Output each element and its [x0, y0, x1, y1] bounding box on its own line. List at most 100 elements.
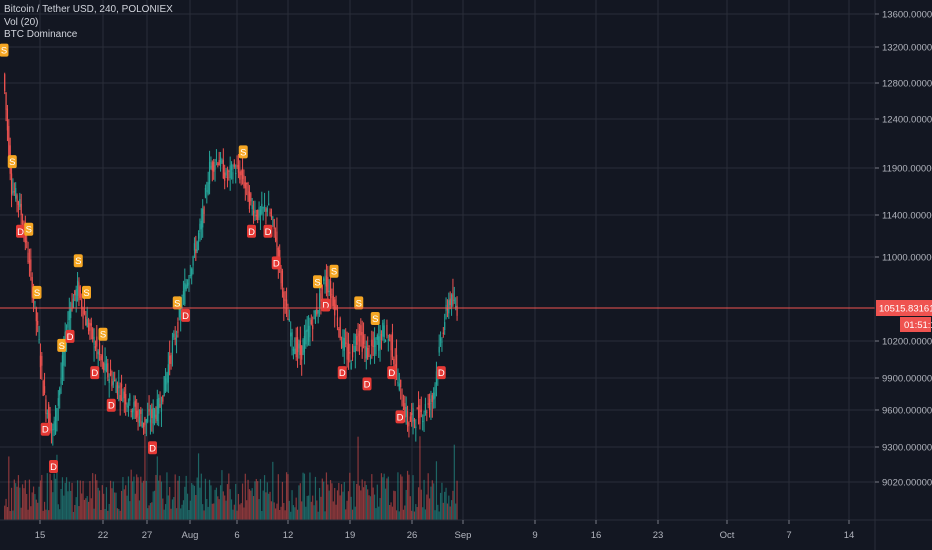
signal-s-marker: S: [313, 275, 322, 289]
volume-bar: [79, 480, 81, 520]
candle-body: [441, 341, 443, 343]
volume-bar: [395, 510, 398, 520]
volume-bar: [208, 479, 211, 520]
price-tick-label: 9600.00000000: [882, 406, 932, 417]
volume-bar: [338, 482, 340, 520]
volume-bar: [181, 504, 183, 520]
price-tick-label: 13600.00000000: [882, 10, 932, 21]
signal-d-marker: D: [271, 256, 281, 270]
volume-bar: [235, 483, 237, 520]
volume-bar: [364, 481, 366, 520]
candle-body: [31, 277, 33, 298]
volume-bar: [189, 500, 191, 520]
volume-bar: [129, 501, 131, 520]
volume-bar: [123, 489, 125, 520]
legend-symbol[interactable]: Bitcoin / Tether USD, 240, POLONIEX: [4, 4, 173, 15]
volume-bar: [298, 485, 300, 520]
candle-body: [237, 164, 240, 173]
candle-body: [153, 409, 156, 418]
candle-body: [111, 378, 113, 387]
volume-bar: [101, 485, 103, 520]
volume-bar: [321, 478, 323, 520]
volume-bar: [291, 490, 293, 520]
candle-body: [164, 378, 167, 392]
candle-body: [222, 159, 224, 179]
legend-volume[interactable]: Vol (20): [4, 16, 39, 28]
candle-body: [192, 256, 194, 266]
candle-body: [122, 397, 124, 402]
volume-bar: [167, 495, 169, 520]
candle-body: [125, 393, 127, 405]
candle-body: [45, 399, 47, 414]
volume-bar: [350, 496, 352, 520]
candle-body: [171, 341, 174, 354]
candle-body: [203, 206, 205, 214]
candle-body: [221, 161, 223, 163]
candle-body: [188, 279, 190, 285]
volume-bar: [268, 493, 270, 520]
volume-bar: [375, 508, 377, 520]
candle-body: [442, 332, 444, 335]
candle-body: [389, 335, 391, 337]
volume-bar: [4, 505, 6, 520]
volume-bar: [74, 504, 76, 520]
candle-body: [386, 324, 388, 336]
candle-body: [387, 339, 389, 341]
candle-body: [98, 343, 101, 356]
candle-body: [12, 190, 14, 194]
volume-bar: [60, 488, 62, 520]
volume-bar: [405, 489, 407, 520]
svg-text:D: D: [388, 368, 395, 379]
volume-bar: [180, 508, 182, 520]
signal-d-marker: D: [49, 460, 58, 473]
volume-bar: [346, 500, 348, 520]
candle-body: [27, 252, 29, 262]
candle-body: [130, 411, 132, 413]
volume-bar: [138, 500, 141, 520]
candle-body: [63, 348, 65, 366]
candle-body: [262, 207, 264, 209]
candle-body: [299, 340, 301, 355]
volume-bar: [320, 496, 322, 520]
volume-bar: [24, 480, 26, 520]
candle-body: [409, 416, 411, 422]
svg-text:S: S: [331, 267, 337, 278]
volume-bar: [137, 477, 139, 520]
volume-bar: [408, 474, 410, 520]
volume-bar: [365, 484, 367, 520]
candle-body: [138, 416, 141, 423]
volume-bar: [255, 478, 257, 520]
volume-bar: [193, 485, 196, 520]
candle-body: [449, 298, 451, 306]
candle-body: [280, 268, 282, 284]
volume-bar: [310, 501, 312, 520]
volume-bar: [195, 495, 197, 520]
grid-lines: [0, 0, 875, 520]
candle-body: [15, 187, 17, 199]
candle-body: [273, 219, 275, 229]
volume-bar: [416, 507, 418, 520]
candle-body: [350, 363, 352, 369]
volume-bar: [455, 503, 457, 520]
time-tick-label: 15: [35, 530, 46, 541]
price-tick-label: 11400.00000000: [882, 211, 932, 222]
volume-bar: [426, 494, 428, 520]
candle-body: [342, 336, 344, 348]
volume-bar: [437, 504, 439, 520]
legend-indicator[interactable]: BTC Dominance: [4, 29, 78, 40]
volume-bar: [444, 491, 446, 520]
candle-body: [452, 293, 454, 305]
candle-body: [291, 332, 293, 340]
volume-bar: [400, 474, 402, 520]
candle-body: [314, 311, 317, 324]
volume-bar: [109, 480, 112, 520]
candle-body: [331, 293, 333, 295]
volume-bar: [65, 477, 68, 520]
volume-bar: [402, 509, 405, 520]
candle-body: [149, 419, 152, 423]
volume-bar: [239, 504, 241, 520]
volume-bar: [211, 503, 213, 520]
candle-body: [60, 378, 62, 384]
time-tick-label: Sep: [455, 530, 472, 541]
